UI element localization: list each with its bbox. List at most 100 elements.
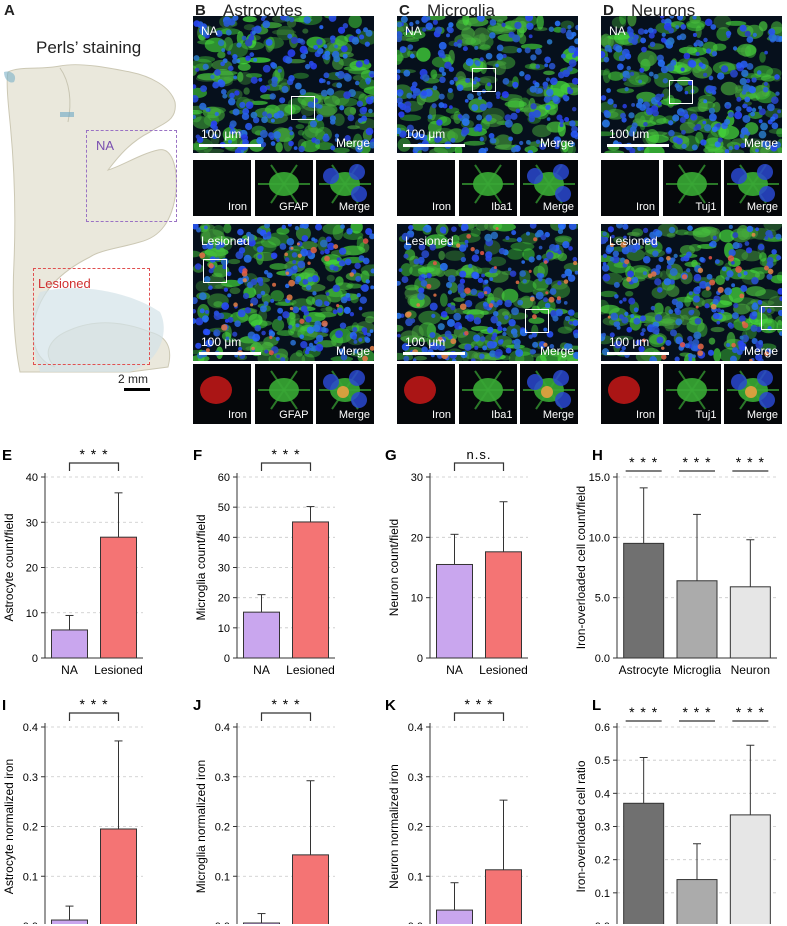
cell-nucleus — [366, 80, 370, 85]
cell-nucleus — [229, 128, 236, 135]
cell-nucleus — [716, 123, 721, 128]
cell-nucleus — [673, 253, 678, 258]
cell-nucleus — [679, 116, 686, 124]
cell-nucleus — [626, 74, 631, 79]
cell-nucleus — [668, 27, 675, 34]
cell-nucleus — [560, 53, 566, 59]
cell-nucleus — [567, 274, 576, 282]
cell-nucleus — [508, 136, 513, 142]
cell-green — [604, 150, 625, 153]
cell-nucleus — [299, 88, 307, 96]
inset-merge-na-astrocytes: Merge — [316, 160, 374, 216]
significance-stars: * * * — [682, 454, 711, 470]
cell-nucleus — [777, 309, 782, 316]
cell-nucleus — [524, 74, 531, 81]
cell-nucleus — [245, 122, 253, 131]
x-tick-label: NA — [253, 663, 270, 677]
cell-nucleus — [267, 231, 272, 236]
cell-nucleus — [312, 291, 317, 296]
cell-nucleus — [628, 32, 635, 38]
cell-iron — [299, 318, 305, 324]
cell-green — [524, 146, 539, 153]
cell-nucleus — [692, 16, 697, 20]
cell-nucleus — [621, 117, 627, 123]
cell-nucleus — [708, 75, 714, 81]
cell-nucleus — [465, 58, 474, 67]
cell-green — [644, 145, 665, 153]
cell-nucleus — [777, 109, 781, 114]
cell-nucleus — [779, 296, 782, 302]
cell-green — [720, 81, 738, 96]
inset-box — [669, 80, 693, 104]
cell-green — [248, 313, 263, 327]
cell-nucleus — [330, 39, 335, 44]
cell-iron — [221, 324, 228, 331]
cell-nucleus — [519, 140, 524, 146]
cell-green — [361, 311, 374, 319]
cell-green — [744, 44, 757, 58]
cell-nucleus — [751, 311, 758, 317]
cell-green — [601, 304, 620, 314]
cell-green — [666, 94, 675, 108]
x-tick-label: Lesioned — [479, 663, 528, 677]
cell-nucleus — [236, 42, 242, 48]
cell-nucleus — [244, 39, 253, 47]
inset-texture — [257, 164, 310, 204]
cell-green — [411, 30, 426, 39]
inset-merge-label: Merge — [746, 409, 778, 421]
cell-iron — [268, 350, 274, 356]
cell-nucleus — [320, 89, 328, 97]
x-tick-label: Neuron — [731, 663, 770, 677]
cell-green — [223, 36, 234, 52]
cell-iron — [349, 272, 355, 277]
cell-iron — [681, 274, 688, 280]
cell-iron — [362, 238, 369, 244]
cell-nucleus — [437, 49, 445, 57]
cell-nucleus — [695, 51, 700, 57]
cell-nucleus — [286, 238, 295, 246]
cell-nucleus — [653, 73, 659, 80]
cell-nucleus — [397, 69, 401, 74]
cell-green — [492, 224, 516, 232]
cell-green — [462, 16, 470, 26]
cell-nucleus — [263, 301, 269, 307]
cell-nucleus — [231, 58, 238, 64]
cell-green — [713, 348, 721, 361]
cell-nucleus — [494, 348, 503, 357]
cell-nucleus — [659, 16, 665, 19]
cell-green — [601, 131, 616, 137]
cell-green — [334, 97, 359, 107]
cell-green — [418, 310, 442, 325]
marker-process — [690, 389, 706, 410]
merge-nucleus — [555, 392, 571, 408]
scale-bar — [199, 144, 261, 147]
cell-nucleus — [344, 258, 352, 266]
cell-nucleus — [284, 257, 290, 262]
perls-tissue-section — [4, 64, 177, 373]
cell-nucleus — [544, 63, 549, 68]
cell-nucleus — [277, 68, 282, 73]
cell-nucleus — [648, 32, 655, 39]
cell-nucleus — [746, 62, 754, 70]
cell-green — [754, 271, 765, 280]
cell-nucleus — [288, 324, 293, 330]
cell-nucleus — [720, 65, 729, 73]
cell-iron — [529, 296, 535, 302]
cell-nucleus — [649, 356, 658, 361]
cell-nucleus — [409, 21, 414, 27]
cell-nucleus — [624, 53, 632, 60]
cell-nucleus — [315, 103, 321, 109]
cell-green — [276, 227, 290, 235]
cell-green — [320, 307, 336, 313]
inset-iron-label: Iron — [228, 201, 247, 213]
y-tick-label: 0.0 — [408, 921, 423, 924]
cell-nucleus — [199, 308, 205, 314]
cell-nucleus — [270, 61, 276, 68]
inset-box — [472, 68, 496, 92]
cell-green — [480, 310, 489, 315]
cell-green — [672, 143, 683, 150]
cell-nucleus — [485, 52, 493, 60]
cell-nucleus — [370, 268, 374, 274]
cell-nucleus — [640, 331, 645, 337]
cell-nucleus — [437, 323, 445, 331]
